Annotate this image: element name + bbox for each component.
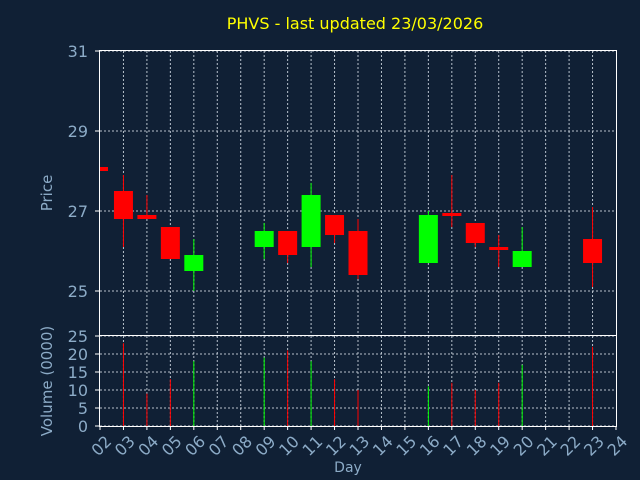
candle-body <box>184 255 204 271</box>
volume-bars-group <box>122 343 594 426</box>
candle-body <box>325 215 345 235</box>
x-axis-label: Day <box>334 460 362 476</box>
volume-tick-label: 20 <box>68 345 88 364</box>
volume-tick-label: 10 <box>68 381 88 400</box>
chart-title: PHVS - last updated 23/03/2026 <box>227 14 484 33</box>
candles-group <box>99 167 603 291</box>
candle-body <box>278 231 298 255</box>
price-tick-label: 27 <box>68 202 88 221</box>
candle-body <box>137 215 157 219</box>
price-tick-label: 29 <box>68 122 88 141</box>
candle-body <box>100 167 108 171</box>
candle-body <box>301 195 321 247</box>
candle-body <box>465 223 485 243</box>
volume-tick-label: 0 <box>78 417 88 436</box>
volume-tick-label: 25 <box>68 327 88 346</box>
price-axis-ticks: 25 27 29 31 <box>68 42 100 301</box>
candle-body <box>489 247 509 250</box>
candle-body <box>348 231 368 275</box>
volume-tick-label: 15 <box>68 363 88 382</box>
price-tick-label: 25 <box>68 282 88 301</box>
volume-tick-label: 5 <box>78 399 88 418</box>
candle-body <box>442 213 462 216</box>
candle-body <box>160 227 180 259</box>
candle-body <box>113 191 133 219</box>
candle-body <box>254 231 274 247</box>
candle-body <box>512 251 532 267</box>
candle-body <box>418 215 438 263</box>
price-tick-label: 31 <box>68 42 88 61</box>
volume-axis-label: Volume (0000) <box>38 326 56 436</box>
candle-body <box>583 239 603 263</box>
price-axis-label: Price <box>38 175 56 212</box>
